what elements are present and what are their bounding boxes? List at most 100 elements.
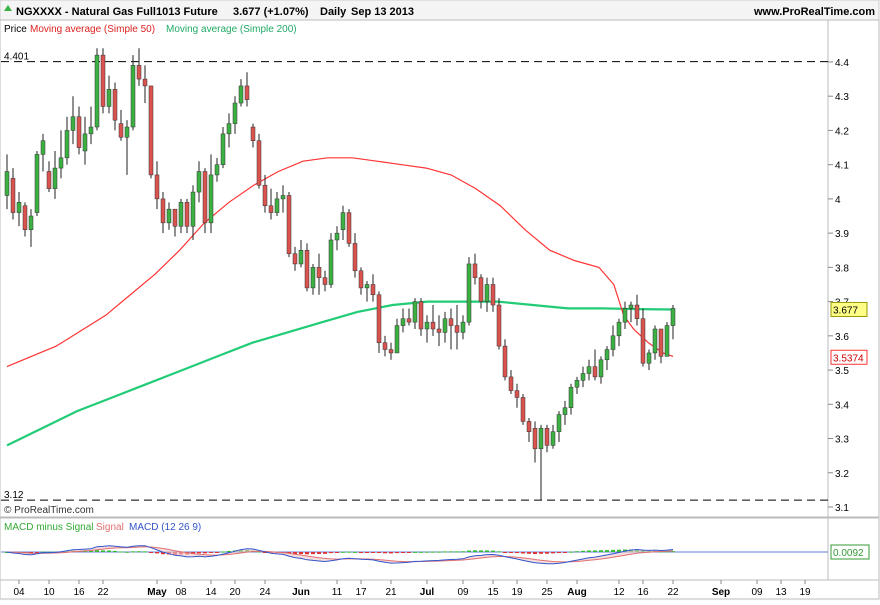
candle-body	[346, 212, 352, 244]
candle	[52, 150, 58, 199]
candle-body	[586, 366, 592, 374]
candle	[196, 161, 202, 203]
macd-hist-bar	[209, 552, 213, 553]
candle	[304, 243, 310, 292]
candle-body	[76, 116, 82, 148]
macd-hist-bar	[509, 552, 513, 553]
candle	[652, 325, 658, 360]
candle	[418, 298, 424, 336]
candle	[76, 106, 82, 155]
ma50-line	[6, 157, 674, 368]
candle-body	[430, 321, 436, 330]
candle-body	[316, 267, 322, 278]
candle-body	[280, 195, 286, 200]
candle	[544, 424, 550, 453]
candle-body	[460, 321, 466, 333]
candle	[586, 359, 592, 381]
candle-body	[58, 157, 64, 169]
macd-hist-bar	[569, 551, 573, 553]
candle	[508, 370, 514, 395]
candle	[94, 48, 100, 131]
candle-body	[550, 431, 556, 446]
candle	[664, 322, 670, 357]
x-tick-label: 14	[205, 587, 217, 598]
candle	[502, 339, 508, 381]
candle	[364, 281, 370, 302]
macd-plot	[1, 545, 828, 565]
candle	[472, 253, 478, 285]
candle	[40, 133, 46, 172]
macd-hist-bar	[617, 549, 621, 552]
x-tick-label: 09	[751, 587, 763, 598]
macd-hist-bar	[389, 552, 393, 554]
candle-body	[412, 301, 418, 323]
candle	[262, 174, 268, 213]
candle-body	[580, 373, 586, 381]
candle	[310, 263, 316, 295]
candle	[538, 424, 544, 501]
candle	[214, 157, 220, 182]
candle-body	[448, 318, 454, 326]
candle-body	[106, 89, 112, 107]
candle-body	[376, 294, 382, 343]
candle	[580, 366, 586, 388]
macd-hist-bar	[575, 551, 579, 553]
candle-body	[466, 263, 472, 323]
candle-body	[274, 198, 280, 213]
candle	[10, 168, 16, 220]
x-tick-label: 17	[355, 587, 367, 598]
candle-body	[640, 318, 646, 364]
chart-date: Sep 13 2013	[351, 6, 414, 18]
candle-body	[526, 421, 532, 432]
macd-hist-bar	[545, 552, 549, 554]
macd-value-label: 0.0092	[833, 548, 864, 559]
y-tick-label: 4.3	[835, 92, 849, 103]
x-tick-label: 16	[73, 587, 85, 598]
x-tick-label: 19	[799, 587, 811, 598]
candle	[106, 75, 112, 114]
candle-body	[652, 328, 658, 354]
candle-body	[574, 380, 580, 388]
candle	[244, 72, 250, 107]
macd-hist-bar	[341, 551, 345, 553]
candle	[640, 308, 646, 367]
candle	[478, 274, 484, 309]
macd-axis-labels: 0.1-0.10.0092	[830, 544, 870, 561]
candle-body	[82, 133, 88, 152]
candle	[532, 421, 538, 463]
candle	[442, 311, 448, 343]
candle-body	[370, 284, 376, 296]
macd-hist-bar	[425, 551, 429, 553]
candle-body	[142, 78, 148, 87]
site-link[interactable]: www.ProRealTime.com	[753, 6, 875, 18]
y-tick-label: 3.2	[835, 469, 849, 480]
candle-body	[238, 85, 244, 104]
candle	[46, 161, 52, 193]
candle-body	[124, 126, 130, 138]
candle	[208, 154, 214, 234]
candle	[658, 328, 664, 364]
y-tick-label: 3.8	[835, 263, 849, 274]
ma50-legend: Moving average (Simple 50)	[30, 24, 155, 35]
macd-hist-bar	[317, 552, 321, 554]
candle-body	[322, 277, 328, 285]
candle-body	[478, 277, 484, 302]
candle	[556, 411, 562, 442]
ma200-line	[6, 300, 674, 447]
macd-hist-bar	[227, 550, 231, 552]
candle	[358, 267, 364, 295]
candle-body	[310, 267, 316, 289]
macd-hist-bar	[35, 552, 39, 553]
y-tick-label: 3.1	[835, 503, 849, 514]
macd-hist-bar	[479, 550, 483, 552]
header: NGXXXX - Natural Gas Full1013 Future 3.6…	[4, 5, 875, 18]
candle-body	[46, 171, 52, 189]
candle	[448, 308, 454, 350]
macd-hist-bar	[329, 552, 333, 554]
price-gridlines	[828, 61, 833, 508]
macd-hist-bar	[89, 550, 93, 552]
candle	[334, 226, 340, 251]
macd-hist-bar	[131, 551, 135, 553]
candle	[610, 325, 616, 357]
candle	[154, 161, 160, 210]
